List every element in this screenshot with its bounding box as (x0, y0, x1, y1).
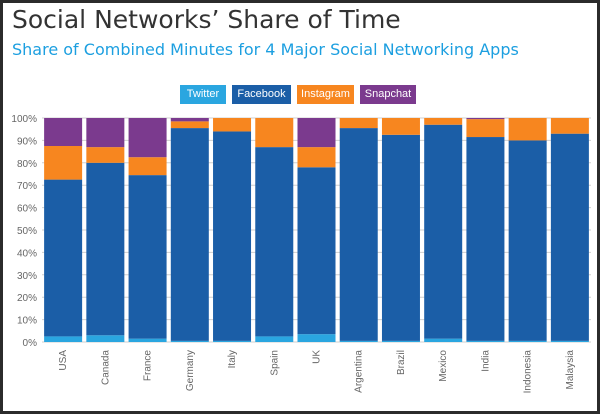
x-tick-label: Brazil (396, 350, 407, 375)
legend: Twitter Facebook Instagram Snapchat (3, 85, 597, 105)
y-tick-label: 90% (17, 136, 37, 147)
legend-item-twitter: Twitter (180, 85, 226, 104)
bar-segment-snapchat (466, 118, 505, 120)
y-tick-label: 70% (17, 181, 37, 192)
bar-segment-instagram (255, 118, 294, 148)
chart-frame: Social Networks’ Share of Time Share of … (3, 3, 597, 411)
legend-item-snapchat: Snapchat (360, 85, 416, 104)
bar-segment-twitter (550, 340, 589, 342)
bar-segment-twitter (255, 336, 294, 342)
bar-segment-facebook (86, 162, 125, 336)
x-tick-label: Argentina (354, 350, 365, 393)
bar-segment-instagram (550, 118, 589, 134)
bar-segment-instagram (508, 118, 547, 141)
bar-segment-instagram (86, 147, 125, 163)
bar-segment-facebook (170, 128, 209, 341)
y-tick-label: 10% (17, 316, 37, 327)
bar-segment-twitter (297, 334, 336, 342)
bar-segment-twitter (213, 340, 252, 342)
bar-segment-facebook (466, 137, 505, 341)
x-tick-label: Malaysia (565, 350, 576, 390)
y-tick-label: 50% (17, 226, 37, 237)
bar-segment-instagram (424, 118, 463, 125)
y-tick-label: 80% (17, 159, 37, 170)
chart-title: Social Networks’ Share of Time (12, 5, 401, 34)
bar-segment-twitter (170, 340, 209, 342)
x-tick-label: USA (58, 350, 69, 371)
y-tick-label: 40% (17, 248, 37, 259)
bar-segment-snapchat (128, 118, 167, 158)
bar-segment-snapchat (44, 118, 83, 146)
x-tick-label: France (143, 350, 154, 382)
bar-segment-facebook (213, 131, 252, 341)
bar-segment-instagram (44, 146, 83, 180)
y-tick-label: 60% (17, 204, 37, 215)
legend-item-instagram: Instagram (297, 85, 354, 104)
bar-segment-instagram (297, 147, 336, 168)
bar-segment-facebook (339, 128, 378, 341)
bar-segment-snapchat (297, 118, 336, 148)
bar-segment-instagram (128, 157, 167, 176)
x-tick-label: Mexico (438, 350, 449, 382)
stacked-bar-chart: 0% 10% 20% 30% 40% 50% 60% 70% 80% 90% 100% USA Cana… (11, 114, 591, 394)
bar-segment-twitter (44, 336, 83, 342)
x-tick-label: Canada (100, 350, 111, 385)
bar-segment-facebook (424, 124, 463, 339)
bar-segment-facebook (297, 167, 336, 335)
chart-subtitle: Share of Combined Minutes for 4 Major So… (12, 40, 519, 59)
bar-segment-snapchat (86, 118, 125, 148)
bar-segment-snapchat (170, 118, 209, 122)
bar-segment-facebook (255, 147, 294, 337)
bar-segment-instagram (339, 118, 378, 129)
x-tick-label: Spain (269, 350, 280, 376)
x-tick-label: Germany (185, 350, 196, 391)
bar-segment-facebook (508, 140, 547, 341)
x-tick-label: Indonesia (523, 350, 534, 394)
x-tick-label: Italy (227, 350, 238, 368)
bar-segment-instagram (381, 118, 420, 135)
bar-segment-instagram (170, 121, 209, 129)
y-tick-label: 20% (17, 293, 37, 304)
bar-segment-twitter (424, 338, 463, 342)
bar-segment-twitter (466, 340, 505, 342)
bar-segment-twitter (339, 340, 378, 342)
bar-segment-facebook (550, 133, 589, 341)
bar-segment-facebook (381, 134, 420, 341)
x-tick-label: UK (312, 350, 323, 364)
x-tick-label: India (480, 350, 491, 372)
bar-segment-twitter (86, 335, 125, 342)
bar-segment-twitter (381, 340, 420, 342)
bar-segment-facebook (128, 175, 167, 339)
legend-item-facebook: Facebook (232, 85, 291, 104)
y-tick-label: 0% (23, 338, 38, 349)
y-tick-label: 100% (11, 114, 37, 125)
bar-segment-twitter (128, 338, 167, 342)
bar-segment-instagram (213, 118, 252, 132)
bar-segment-facebook (44, 179, 83, 337)
y-tick-label: 30% (17, 271, 37, 282)
bar-segment-twitter (508, 340, 547, 342)
bar-segment-instagram (466, 119, 505, 138)
